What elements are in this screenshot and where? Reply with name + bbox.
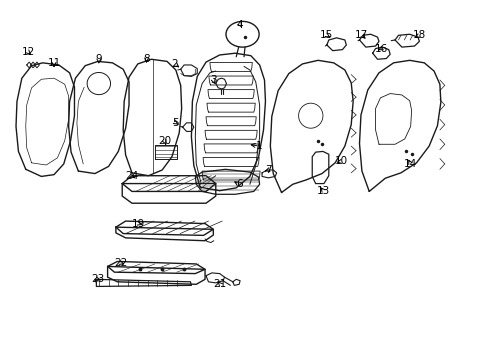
Text: 15: 15: [320, 30, 334, 40]
Text: 2: 2: [172, 59, 178, 69]
Text: 6: 6: [236, 179, 243, 189]
Text: 8: 8: [143, 54, 150, 64]
Text: 21: 21: [213, 279, 226, 289]
Text: 22: 22: [114, 258, 127, 268]
Text: 1: 1: [256, 141, 263, 151]
Text: 12: 12: [22, 47, 35, 57]
Text: 10: 10: [335, 157, 348, 166]
Text: 4: 4: [237, 19, 244, 30]
Text: 18: 18: [413, 30, 426, 40]
Text: 14: 14: [404, 159, 417, 169]
Text: 5: 5: [172, 118, 179, 128]
Text: 9: 9: [96, 54, 102, 64]
Text: 16: 16: [375, 44, 388, 54]
Text: 19: 19: [132, 219, 146, 229]
Text: 13: 13: [318, 186, 331, 197]
Text: 7: 7: [265, 165, 271, 175]
Text: 17: 17: [355, 30, 368, 40]
Text: 24: 24: [125, 171, 139, 181]
Text: 11: 11: [48, 58, 61, 68]
Text: 3: 3: [210, 75, 217, 85]
Text: 23: 23: [91, 274, 104, 284]
Text: 20: 20: [158, 136, 171, 147]
